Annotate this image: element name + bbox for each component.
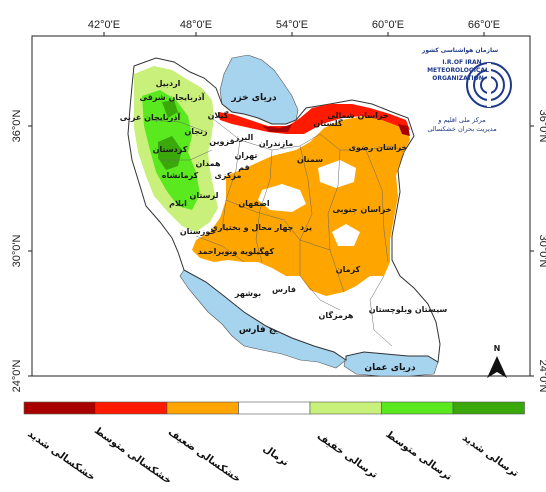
province-label: اصفهان — [238, 199, 270, 208]
oman-sea-label: دریای عمان — [364, 363, 416, 373]
org-name-en: METEOROLOGICAL — [427, 67, 489, 74]
province-label: سیستان وبلوچستان — [369, 305, 448, 314]
caspian-label: دریای خزر — [230, 93, 277, 103]
org-name-en: ORGANIZATION — [432, 75, 484, 82]
province-label: آذربایجان غربی — [120, 112, 181, 122]
province-label: لرستان — [190, 191, 219, 200]
province-label: خراسان شمالی — [327, 111, 389, 120]
province-label: هرمزگان — [319, 310, 354, 320]
legend-label: نرمال — [261, 443, 291, 468]
province-label: خوزستان — [180, 227, 217, 236]
lon-tick-label: 42°0'E — [88, 19, 120, 31]
province-label: مازندران — [259, 139, 293, 148]
legend-swatch — [310, 402, 382, 414]
org-name-en: I.R.OF IRAN — [442, 59, 481, 66]
lon-tick-label: 54°0'E — [276, 19, 308, 31]
province-label: کرمان — [336, 265, 361, 274]
province-label: همدان — [195, 159, 221, 168]
province-label: یزد — [300, 223, 312, 232]
province-label: اردبیل — [156, 79, 181, 88]
province-label: خراسان جنوبی — [332, 205, 391, 214]
lat-tick-label-left: 36°0'N — [11, 110, 23, 143]
north-label: N — [494, 344, 501, 353]
lat-tick-label-right: 36°0'N — [537, 110, 546, 143]
lon-tick-label: 66°0'E — [468, 19, 500, 31]
lon-tick-label: 48°0'E — [180, 19, 212, 31]
province-label: قم — [238, 163, 250, 172]
legend-label: خشکسالی شدید — [25, 429, 97, 484]
legend-label: ترسالی متوسط — [384, 429, 454, 483]
province-label: سمنان — [297, 155, 323, 164]
legend-swatch — [382, 402, 454, 414]
province-label: فارس — [272, 285, 296, 295]
lon-ticks — [104, 32, 484, 36]
lat-tick-label-right: 30°0'N — [537, 235, 546, 268]
province-label: چهار محال و بختیاری — [211, 223, 294, 232]
province-label: مرکزی — [215, 171, 242, 180]
lon-tick-label: 60°0'E — [372, 19, 404, 31]
legend-swatch — [239, 402, 311, 414]
lat-tick-label-right: 24°0'N — [537, 360, 546, 393]
legend-swatch — [167, 402, 239, 414]
legend-label: ترسالی شدید — [460, 433, 521, 480]
legend-label: ترسالی خفیف — [315, 431, 380, 481]
lat-tick-label-left: 30°0'N — [11, 235, 23, 268]
province-label: گیلان — [208, 110, 229, 120]
province-label: البرز — [234, 133, 254, 142]
province-label: بوشهر — [234, 289, 261, 298]
province-label: کرمانشاه — [162, 171, 199, 180]
legend-label: خشکسالی ضعیف — [166, 427, 243, 485]
legend-swatch — [24, 402, 96, 414]
province-label: کردستان — [153, 145, 188, 154]
province-label: آذربایجان شرقی — [139, 92, 204, 102]
legend-swatch — [96, 402, 168, 414]
province-label: ایلام — [169, 199, 187, 208]
legend-swatch — [453, 402, 525, 414]
lat-tick-label-left: 24°0'N — [11, 360, 23, 393]
org-name-fa: سازمان هواشناسی کشور — [421, 47, 498, 54]
province-label: تهران — [235, 151, 258, 160]
province-label: خراسان رضوی — [349, 143, 408, 152]
province-label: زنجان — [184, 127, 208, 136]
center-name: مدیریت بحران خشکسالی — [427, 125, 496, 133]
legend-label: خشکسالی متوسط — [92, 425, 173, 487]
province-label: قزوین — [209, 137, 234, 146]
center-name: مرکز ملی اقلیم و — [437, 116, 486, 124]
province-label: کهگیلویه وبویراحمد — [198, 246, 275, 256]
